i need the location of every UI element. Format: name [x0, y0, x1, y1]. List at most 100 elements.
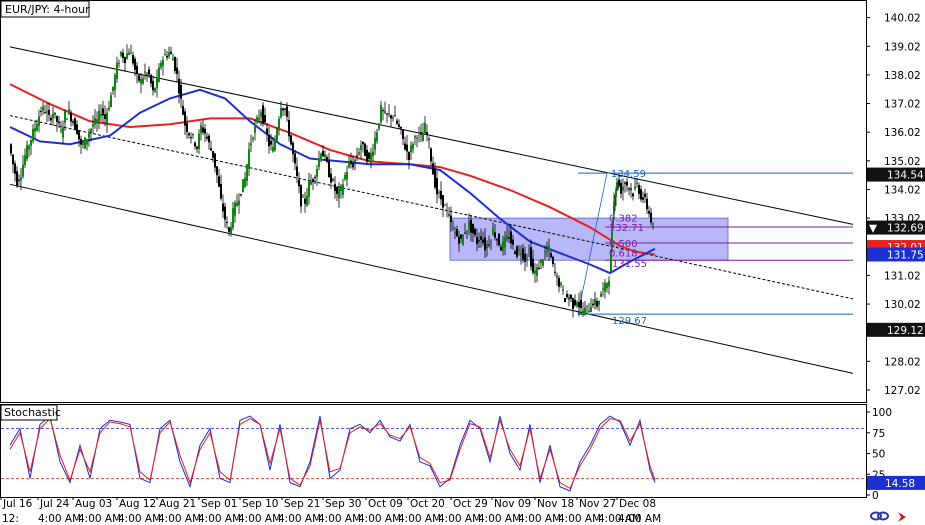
candle-body: [416, 137, 418, 139]
candle-body: [380, 105, 382, 123]
time-tick-label: 4:00 AM: [558, 513, 601, 525]
candle-body: [110, 95, 112, 108]
candle-body: [644, 193, 646, 198]
candle-body: [512, 239, 514, 245]
candle-body: [406, 144, 408, 152]
candle-body: [336, 187, 338, 194]
time-tick-label: 4:00 AM: [318, 513, 361, 525]
candle-body: [52, 113, 54, 119]
candle-body: [420, 132, 422, 135]
price-tick-label: 128.02: [884, 356, 921, 368]
candle-body: [218, 176, 220, 187]
candle-body: [242, 179, 244, 193]
candle-body: [626, 181, 628, 186]
candle-body: [404, 143, 406, 150]
candle-body: [12, 154, 14, 165]
main-title: EUR/JPY: 4-hour: [5, 3, 90, 16]
candle-body: [50, 117, 52, 121]
candle-body: [116, 62, 118, 79]
candle-body: [482, 239, 484, 243]
candle-body: [436, 178, 438, 195]
candle-body: [330, 173, 332, 183]
candle-body: [458, 236, 460, 244]
candle-body: [564, 298, 566, 302]
candle-body: [636, 182, 638, 184]
candle-body: [296, 166, 298, 177]
candle-body: [246, 164, 248, 182]
candle-body: [60, 129, 62, 131]
candle-body: [308, 180, 310, 197]
arrow-icon[interactable]: [898, 512, 906, 522]
candle-body: [62, 127, 64, 138]
candle-body: [630, 188, 632, 190]
candle-body: [148, 69, 150, 75]
candle-body: [134, 58, 136, 70]
candle-body: [22, 164, 24, 177]
candle-body: [606, 283, 608, 289]
candle-body: [508, 237, 510, 239]
candle-body: [16, 171, 18, 186]
time-tick-label: 4:00 AM: [118, 513, 161, 525]
candle-body: [220, 183, 222, 199]
candle-body: [188, 133, 190, 136]
candle-body: [418, 132, 420, 134]
candle-body: [206, 136, 208, 139]
time-tick-label: 4:00 AM: [78, 513, 121, 525]
candle-body: [174, 57, 176, 71]
candle-body: [600, 293, 602, 297]
stochastic-tick-label: 75: [872, 428, 885, 440]
candle-body: [322, 150, 324, 157]
time-axis: 12: 4:00 AM4:00 AM4:00 AM4:00 AM4:00 AM4:…: [2, 513, 661, 525]
price-tick-label: 138.02: [884, 70, 921, 82]
candle-body: [550, 253, 552, 258]
moving-average-line: [9, 88, 656, 275]
candle-body: [464, 232, 466, 234]
candle-body: [572, 298, 574, 309]
candle-body: [266, 128, 268, 134]
candle-body: [468, 221, 470, 230]
candle-body: [228, 227, 230, 232]
candle-body: [544, 251, 546, 253]
candle-body: [362, 141, 364, 145]
candle-body: [414, 135, 416, 138]
fib-level-label: 134.59: [611, 169, 646, 180]
candle-body: [338, 188, 340, 199]
candle-body: [328, 160, 330, 178]
candle-body: [642, 197, 644, 200]
candle-body: [158, 67, 160, 82]
candle-body: [280, 108, 282, 118]
candle-body: [48, 109, 50, 115]
candle-body: [154, 88, 156, 92]
candle-body: [64, 111, 66, 123]
stochastic-line: [9, 415, 656, 492]
candle-body: [298, 179, 300, 187]
date-tick-label: Nov 27: [579, 498, 616, 510]
candle-body: [394, 115, 396, 117]
candle-body: [244, 177, 246, 188]
candle-body: [318, 158, 320, 167]
candle-body: [98, 110, 100, 121]
candle-body: [248, 149, 250, 169]
candle-body: [224, 206, 226, 220]
candle-body: [488, 244, 490, 246]
candle-body: [178, 78, 180, 94]
candle-body: [102, 108, 104, 116]
candle-body: [300, 185, 302, 207]
candle-body: [614, 198, 616, 206]
candle-body: [306, 195, 308, 206]
candle-body: [86, 139, 88, 145]
candle-body: [334, 184, 336, 191]
candle-body: [210, 148, 212, 151]
fib-level-label: 0.382: [609, 213, 638, 224]
price-tick-label: 135.02: [884, 156, 921, 168]
date-tick-label: Oct 29: [453, 498, 488, 510]
date-tick-label: Nov 09: [494, 498, 531, 510]
date-tick-label: Oct 09: [368, 498, 403, 510]
candle-body: [78, 130, 80, 140]
candle-body: [472, 223, 474, 234]
candle-body: [302, 196, 304, 198]
link-icon[interactable]: [870, 511, 889, 521]
candle-body: [354, 159, 356, 163]
time-tick-label: 4:00 AM: [358, 513, 401, 525]
